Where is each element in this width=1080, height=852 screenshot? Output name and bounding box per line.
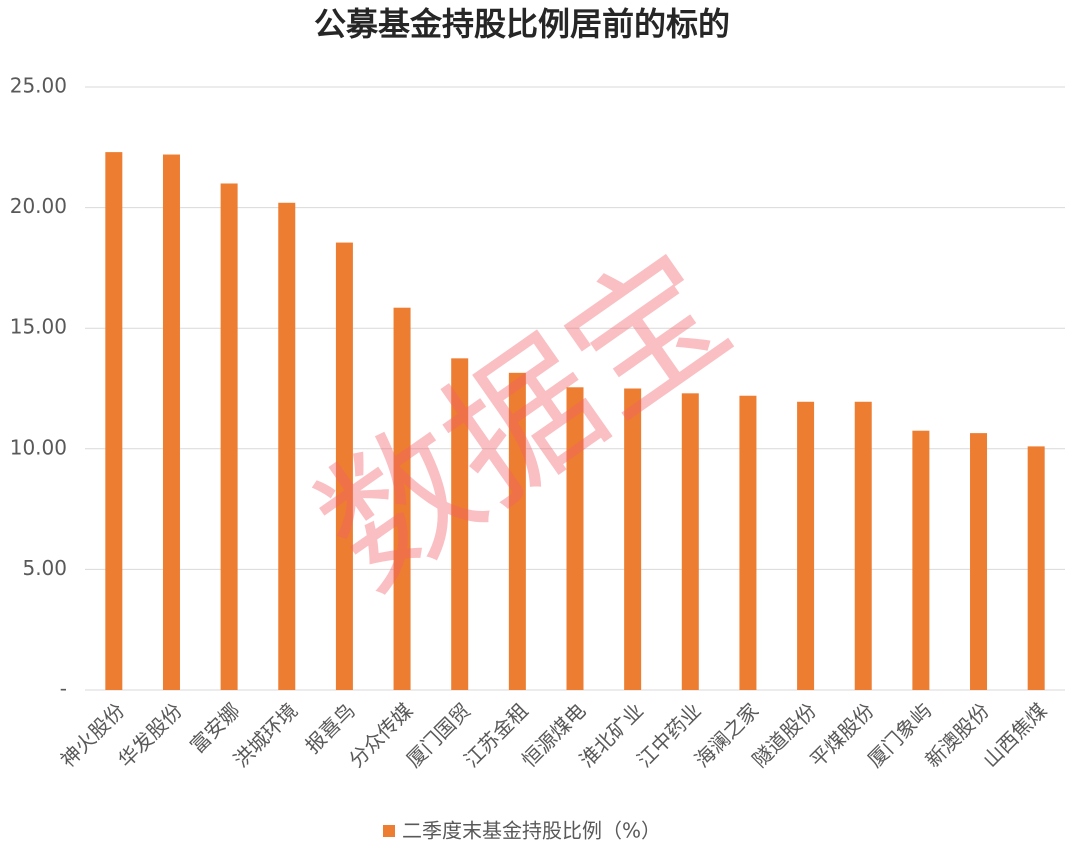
x-tick-label: 洪城环境 <box>229 698 303 772</box>
y-tick-label: - <box>60 677 67 701</box>
bar <box>1027 446 1045 690</box>
bar <box>912 430 930 690</box>
y-tick-label: 10.00 <box>10 435 67 459</box>
bar <box>278 202 296 690</box>
bar <box>854 401 872 690</box>
y-tick-label: 25.00 <box>10 74 67 98</box>
bar <box>566 387 584 690</box>
legend-swatch <box>383 825 395 837</box>
bar <box>681 393 699 690</box>
bar <box>970 433 988 690</box>
y-tick-label: 20.00 <box>10 194 67 218</box>
bar <box>508 372 526 690</box>
chart-title: 公募基金持股比例居前的标的 <box>314 5 730 43</box>
bar <box>393 307 411 690</box>
y-tick-label: 5.00 <box>22 556 67 580</box>
bar <box>220 183 238 691</box>
bar <box>105 152 123 690</box>
x-tick-label: 华发股份 <box>113 698 187 772</box>
bar <box>451 358 469 690</box>
bar <box>739 395 757 690</box>
bar <box>335 242 353 690</box>
bar <box>162 154 180 690</box>
bar <box>624 388 642 690</box>
bar <box>797 401 815 690</box>
y-tick-label: 15.00 <box>10 315 67 339</box>
legend-label: 二季度末基金持股比例（%） <box>402 819 661 843</box>
x-tick-label: 山西焦煤 <box>978 698 1052 772</box>
